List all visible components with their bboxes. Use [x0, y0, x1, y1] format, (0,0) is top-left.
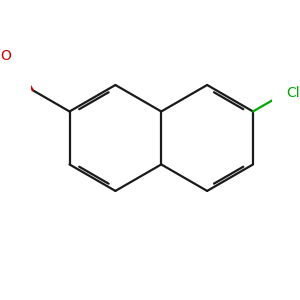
Text: O: O [0, 49, 11, 63]
Text: Cl: Cl [286, 86, 300, 100]
